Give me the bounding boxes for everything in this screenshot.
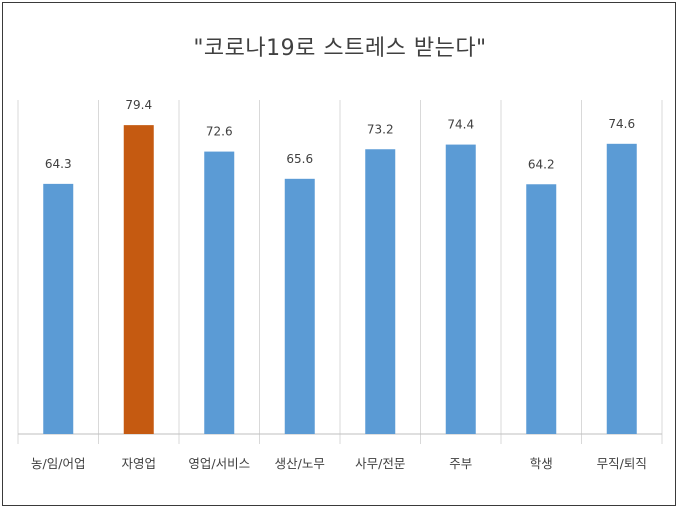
bar (445, 144, 476, 435)
bar (365, 149, 396, 434)
data-label: 79.4 (125, 98, 152, 112)
category-label: 농/임/어업 (31, 456, 85, 471)
bar (284, 178, 315, 434)
chart-frame (2, 2, 676, 506)
data-label: 74.4 (447, 118, 474, 132)
category-label: 자영업 (121, 456, 156, 471)
data-label: 74.6 (608, 117, 635, 131)
bar (204, 151, 235, 434)
category-label: 무직/퇴직 (597, 456, 647, 471)
data-label: 64.2 (528, 157, 555, 171)
bar (43, 183, 74, 434)
category-label: 학생 (530, 456, 553, 471)
data-label: 72.6 (206, 125, 233, 139)
data-label: 64.3 (45, 157, 72, 171)
category-label: 생산/노무 (275, 456, 325, 471)
category-label: 주부 (449, 456, 472, 471)
data-label: 73.2 (367, 122, 394, 136)
category-label: 영업/서비스 (188, 456, 250, 471)
bar (606, 143, 637, 434)
category-label: 사무/전문 (355, 456, 405, 471)
bar (526, 184, 557, 434)
bar (123, 125, 154, 434)
chart-title: "코로나19로 스트레스 받는다" (193, 36, 487, 61)
data-label: 65.6 (286, 152, 313, 166)
